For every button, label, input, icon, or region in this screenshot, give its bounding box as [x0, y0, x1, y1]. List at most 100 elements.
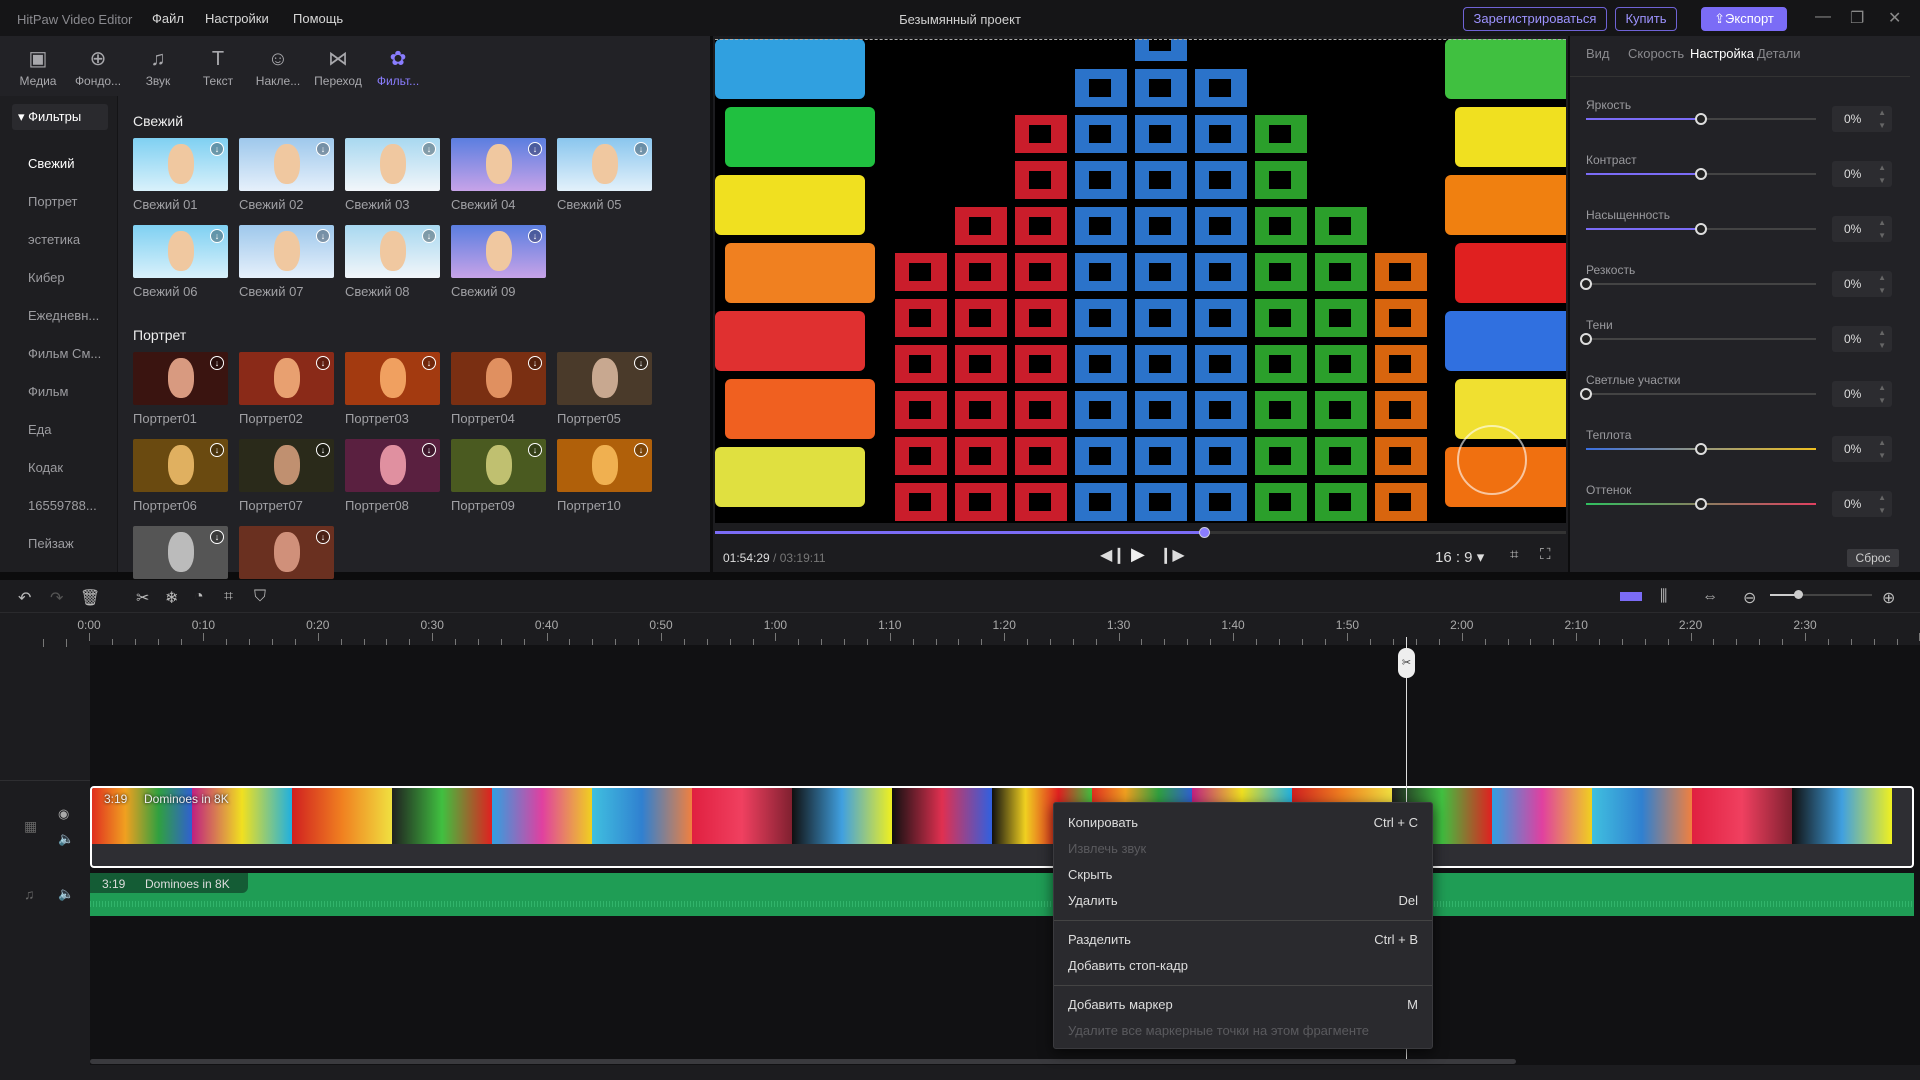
crop-icon[interactable]: ⌗: [1510, 546, 1519, 563]
value-input[interactable]: 0% ▲ ▼: [1832, 216, 1892, 242]
download-icon[interactable]: ↓: [210, 229, 224, 243]
volume-icon[interactable]: 🔈: [58, 831, 75, 846]
download-icon[interactable]: ↓: [210, 142, 224, 156]
sidebar-item[interactable]: Свежий: [28, 156, 75, 171]
adjust-slider[interactable]: [1580, 278, 1816, 290]
spinner-icon[interactable]: ▲ ▼: [1878, 218, 1886, 240]
zoom-out-icon[interactable]: ⊖: [1743, 590, 1757, 607]
adjust-slider[interactable]: [1586, 443, 1816, 455]
slider-knob[interactable]: [1580, 388, 1592, 400]
download-icon[interactable]: ↓: [528, 229, 542, 243]
tab-sticker[interactable]: ☺ Накле...: [250, 48, 306, 88]
horizontal-scrollbar[interactable]: [90, 1059, 1516, 1064]
adjust-slider[interactable]: [1586, 498, 1816, 510]
download-icon[interactable]: ↓: [528, 443, 542, 457]
audio-volume-icon[interactable]: 🔈: [58, 886, 75, 901]
value-input[interactable]: 0% ▲ ▼: [1832, 491, 1892, 517]
slider-knob[interactable]: [1695, 223, 1707, 235]
sidebar-item[interactable]: Кодак: [28, 460, 64, 475]
sidebar-item[interactable]: Пейзаж: [28, 536, 74, 551]
sidebar-item[interactable]: Еда: [28, 422, 52, 437]
snap-icon[interactable]: [1620, 592, 1642, 601]
filter-thumbnail[interactable]: ↓: [451, 352, 546, 405]
redo-icon[interactable]: ↷: [50, 590, 64, 607]
download-icon[interactable]: ↓: [316, 229, 330, 243]
playhead-scissors-icon[interactable]: ✂: [1398, 648, 1415, 678]
value-input[interactable]: 0% ▲ ▼: [1832, 381, 1892, 407]
sidebar-item[interactable]: Кибер: [28, 270, 65, 285]
download-icon[interactable]: ↓: [210, 356, 224, 370]
filter-thumbnail[interactable]: ↓: [133, 225, 228, 278]
value-input[interactable]: 0% ▲ ▼: [1832, 271, 1892, 297]
fullscreen-icon[interactable]: ⛶: [1540, 546, 1551, 563]
aspect-ratio-select[interactable]: 16 : 9 ▾: [1435, 549, 1485, 566]
tab-0[interactable]: Вид: [1586, 46, 1610, 61]
tab-1[interactable]: Скорость: [1628, 46, 1685, 61]
prev-frame-icon[interactable]: ◀❙: [1100, 547, 1126, 564]
download-icon[interactable]: ↓: [316, 356, 330, 370]
next-frame-icon[interactable]: ❙▶: [1159, 547, 1185, 564]
slider-knob[interactable]: [1580, 333, 1592, 345]
download-icon[interactable]: ↓: [422, 142, 436, 156]
download-icon[interactable]: ↓: [316, 142, 330, 156]
sidebar-header[interactable]: ▾ Фильтры: [12, 104, 108, 130]
download-icon[interactable]: ↓: [422, 229, 436, 243]
play-icon[interactable]: ▶: [1131, 544, 1145, 564]
menu-item[interactable]: Копировать Ctrl + C: [1068, 810, 1418, 836]
freeze-icon[interactable]: ❄: [165, 590, 179, 607]
download-icon[interactable]: ↓: [210, 530, 224, 544]
slider-knob[interactable]: [1695, 498, 1707, 510]
spinner-icon[interactable]: ▲ ▼: [1878, 273, 1886, 295]
menu-item[interactable]: Удалить Del: [1068, 888, 1418, 914]
adjust-slider[interactable]: [1580, 388, 1816, 400]
tab-text[interactable]: T Текст: [190, 48, 246, 88]
spinner-icon[interactable]: ▲ ▼: [1878, 108, 1886, 130]
sidebar-item[interactable]: Фильм См...: [28, 346, 102, 361]
sidebar-item[interactable]: Фильм: [28, 384, 69, 399]
menu-file[interactable]: Файл: [152, 11, 184, 26]
close-icon[interactable]: ✕: [1888, 10, 1902, 27]
register-button[interactable]: Зарегистрироваться: [1463, 7, 1607, 31]
tab-2[interactable]: Настройка: [1690, 46, 1754, 61]
tab-filter[interactable]: ✿ Фильт...: [370, 48, 426, 88]
sidebar-item[interactable]: Портрет: [28, 194, 78, 209]
marker-icon[interactable]: ⛉: [254, 588, 267, 605]
menu-item[interactable]: Скрыть: [1068, 862, 1418, 888]
download-icon[interactable]: ↓: [316, 443, 330, 457]
slider-knob[interactable]: [1695, 168, 1707, 180]
slider-knob[interactable]: [1580, 278, 1592, 290]
reset-button[interactable]: Сброс: [1847, 549, 1899, 567]
download-icon[interactable]: ↓: [528, 356, 542, 370]
spinner-icon[interactable]: ▲ ▼: [1878, 493, 1886, 515]
preview-progress[interactable]: [715, 527, 1566, 538]
export-button[interactable]: ⇪Экспорт: [1701, 7, 1787, 31]
slider-knob[interactable]: [1695, 443, 1707, 455]
split-view-icon[interactable]: ⫼: [1660, 588, 1668, 605]
spinner-icon[interactable]: ▲ ▼: [1878, 438, 1886, 460]
menu-item[interactable]: Удалите все маркерные точки на этом фраг…: [1068, 1018, 1418, 1044]
tab-3[interactable]: Детали: [1757, 46, 1801, 61]
sidebar-item[interactable]: Ежедневн...: [28, 308, 100, 323]
download-icon[interactable]: ↓: [422, 443, 436, 457]
crop-icon[interactable]: ⌗: [224, 588, 234, 605]
slider-knob[interactable]: [1695, 113, 1707, 125]
filter-thumbnail[interactable]: ↓: [239, 439, 334, 492]
menu-help[interactable]: Помощь: [293, 11, 344, 26]
tab-media[interactable]: ▣ Медиа: [10, 48, 66, 88]
filter-thumbnail[interactable]: ↓: [345, 439, 440, 492]
menu-item[interactable]: Добавить маркер M: [1068, 992, 1418, 1018]
filter-thumbnail[interactable]: ↓: [451, 439, 546, 492]
menu-item[interactable]: Разделить Ctrl + B: [1068, 927, 1418, 953]
value-input[interactable]: 0% ▲ ▼: [1832, 161, 1892, 187]
spinner-icon[interactable]: ▲ ▼: [1878, 163, 1886, 185]
filter-thumbnail[interactable]: ↓: [239, 526, 334, 579]
download-icon[interactable]: ↓: [528, 142, 542, 156]
filter-thumbnail[interactable]: ↓: [557, 138, 652, 191]
filter-thumbnail[interactable]: ↓: [239, 138, 334, 191]
sidebar-item[interactable]: 16559788...: [28, 498, 97, 513]
buy-button[interactable]: Купить: [1615, 7, 1677, 31]
split-icon[interactable]: ✂: [136, 590, 150, 607]
adjust-slider[interactable]: [1586, 113, 1816, 125]
filter-thumbnail[interactable]: ↓: [345, 225, 440, 278]
minimize-icon[interactable]: —: [1815, 8, 1831, 25]
